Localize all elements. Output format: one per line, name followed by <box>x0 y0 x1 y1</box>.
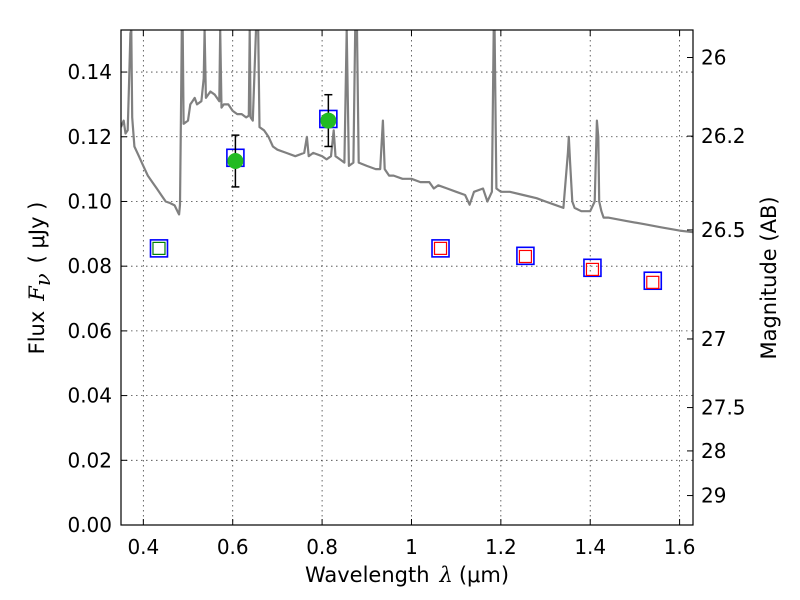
plot-frame <box>120 29 694 526</box>
y-tick-label: 0.04 <box>67 384 112 408</box>
x-tick-label: 0.8 <box>306 535 338 559</box>
model-photometry-square <box>643 271 663 291</box>
plot-area <box>121 30 693 291</box>
y-tick-label: 0.14 <box>67 60 112 84</box>
y-tick-label: 0.06 <box>67 319 112 343</box>
y-tick-label: 0.10 <box>67 189 112 213</box>
x-tick-label: 1 <box>405 535 418 559</box>
model-photometry-square <box>149 239 169 258</box>
y-tick-label: 0.02 <box>67 448 112 472</box>
upper-limit-square <box>518 249 533 264</box>
model-photometry-square <box>431 239 450 258</box>
detection-point <box>227 153 244 170</box>
y-tick-label: 0.00 <box>67 513 112 537</box>
mag-tick-label: 28 <box>701 439 726 463</box>
upper-limit-square <box>152 241 166 255</box>
y-tick-label: 0.12 <box>67 125 112 149</box>
upper-limit-square <box>433 241 448 255</box>
x-tick-label: 1.4 <box>574 535 606 559</box>
mag-tick-label: 26.5 <box>701 218 746 242</box>
upper-limit-square <box>646 275 660 289</box>
x-tick-label: 1.6 <box>664 535 696 559</box>
x-tick-label: 0.4 <box>127 535 159 559</box>
axes: 0.4 0.6 0.8 1 1.2 1.4 1.6 0.00 0.02 0.04 0.06 0.08 0… <box>67 30 746 559</box>
x-axis-label: Wavelength λ (μm) <box>305 563 509 587</box>
mag-tick-label: 27 <box>701 327 726 351</box>
x-tick-label: 0.6 <box>217 535 249 559</box>
spectrum-line <box>121 30 693 234</box>
upper-limit-square <box>585 262 600 277</box>
y-axis-label: FluxFν( μJy ) <box>25 202 55 355</box>
x-tick-label: 1.2 <box>485 535 517 559</box>
mag-tick-label: 26.2 <box>701 124 746 148</box>
mag-tick-label: 29 <box>701 484 726 508</box>
model-photometry-square <box>583 258 602 278</box>
grid <box>121 30 693 526</box>
y2-axis-label: Magnitude (AB) <box>757 196 781 359</box>
mag-tick-label: 26 <box>701 46 726 70</box>
model-photometry-square <box>516 246 535 266</box>
detection-point <box>320 112 337 129</box>
y-tick-label: 0.08 <box>67 254 112 278</box>
mag-tick-label: 27.5 <box>701 396 746 420</box>
